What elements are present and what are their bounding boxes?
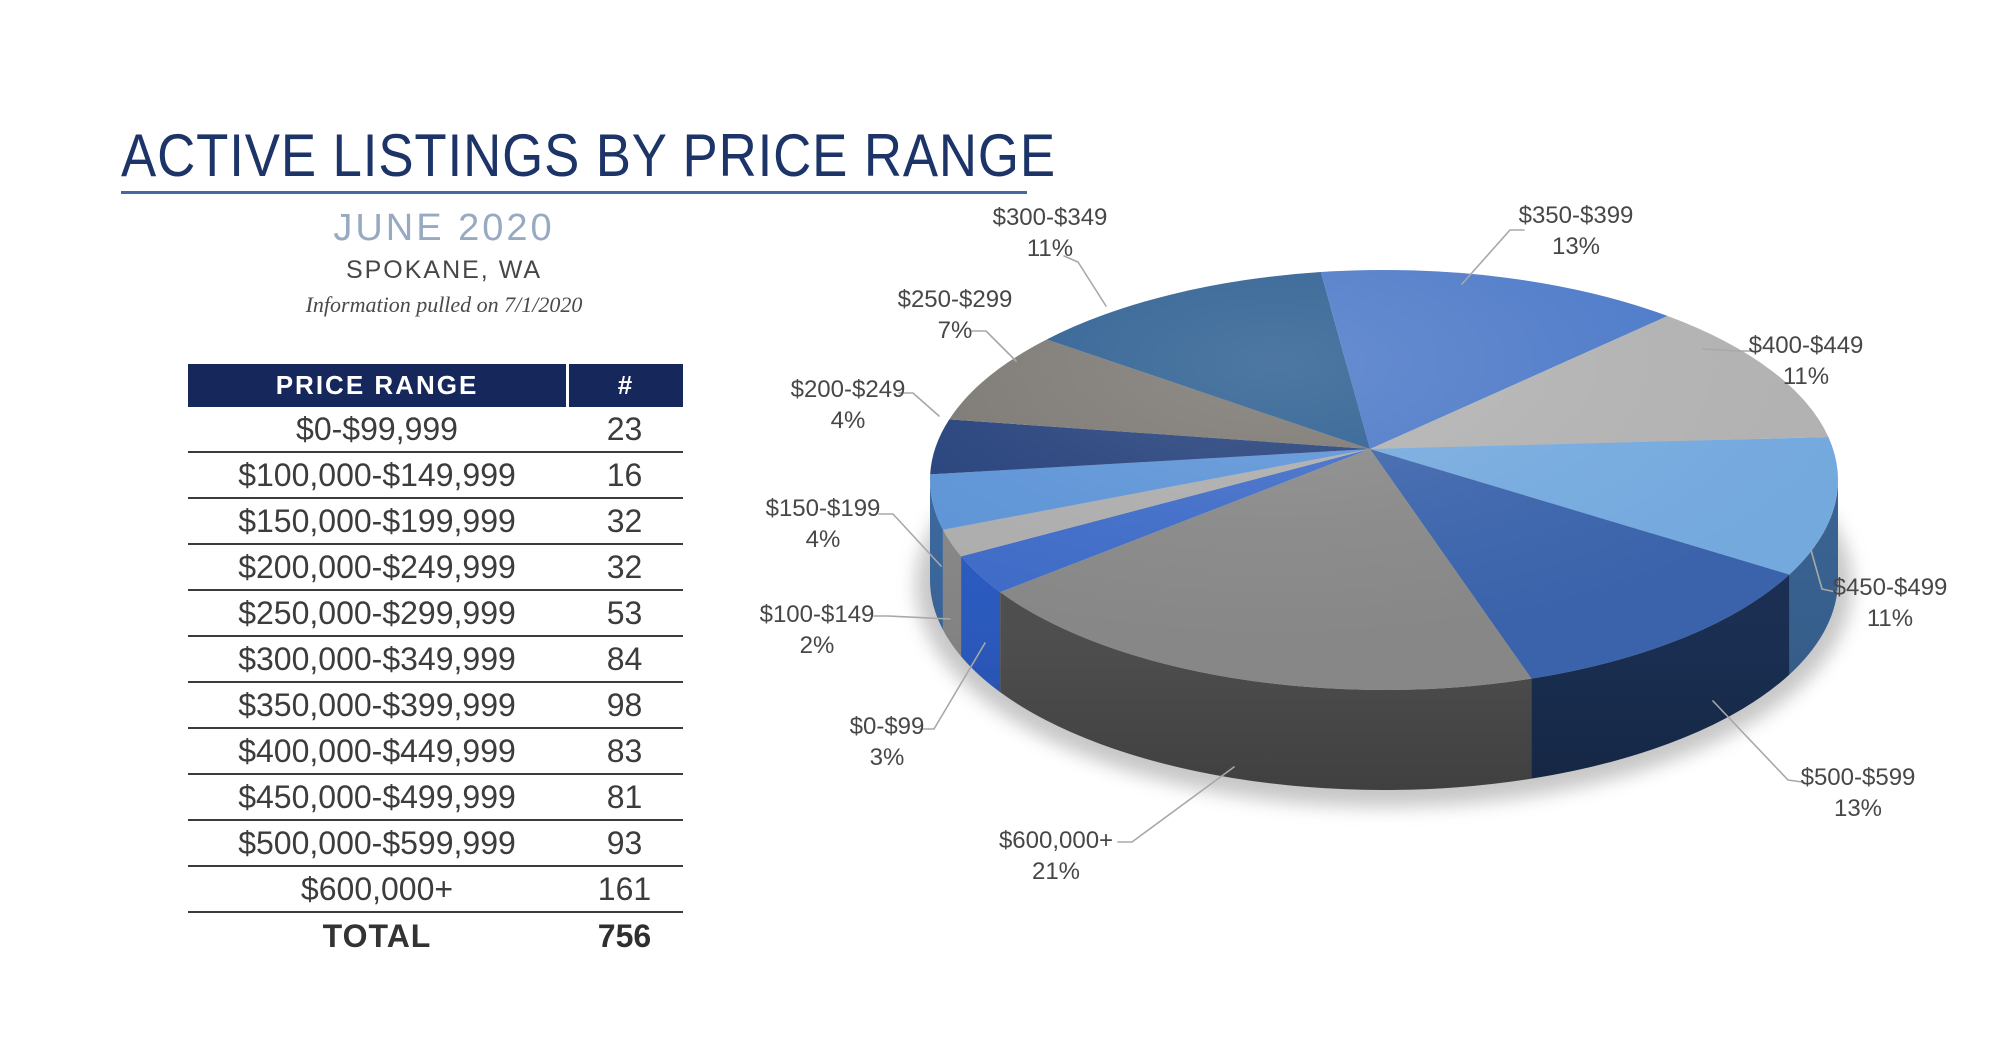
table-row: $100,000-$149,999 16 xyxy=(188,453,683,499)
count-cell: 81 xyxy=(606,778,643,815)
pie-label-range: $150-$199 xyxy=(765,495,881,522)
pie-label-$100-$149: $100-$149 2% xyxy=(760,599,875,661)
pie-label-$0-$99: $0-$99 3% xyxy=(850,711,925,773)
pie-label-range: $600,000+ xyxy=(998,827,1114,854)
count-cell: 16 xyxy=(606,456,643,493)
count-cell: 32 xyxy=(606,548,643,585)
pie-label-range: $250-$299 xyxy=(897,286,1013,313)
count-cell: 83 xyxy=(606,732,643,769)
column-header-count: # xyxy=(617,370,635,400)
pie-label-range: $400-$449 xyxy=(1748,332,1864,359)
data-pull-note: Information pulled on 7/1/2020 xyxy=(305,292,583,317)
table-total-row: TOTAL 756 xyxy=(188,913,683,959)
table-row: $500,000-$599,999 93 xyxy=(188,821,683,867)
count-cell: 32 xyxy=(606,502,643,539)
report-month: JUNE 2020 xyxy=(333,207,555,249)
count-cell: 161 xyxy=(597,870,652,907)
pie-label-$250-$299: $250-$299 7% xyxy=(898,284,1013,346)
table-header-row: PRICE RANGE # xyxy=(188,364,683,407)
price-range-table: PRICE RANGE # $0-$99,999 23 $100,000-$149,… xyxy=(188,364,683,959)
pie-label-range: $450-$499 xyxy=(1832,574,1948,601)
price-range-cell: $300,000-$349,999 xyxy=(238,640,516,677)
column-header-price-range: PRICE RANGE xyxy=(275,370,479,400)
table-body: $0-$99,999 23 $100,000-$149,999 16 $150,000-… xyxy=(188,407,683,959)
pie-label-range: $0-$99 xyxy=(849,713,925,740)
pie-label-range: $300-$349 xyxy=(992,204,1108,231)
title-underline xyxy=(121,191,1027,194)
count-cell: 23 xyxy=(606,410,643,447)
leader-line-$250-$299 xyxy=(971,330,1017,362)
table-row: $0-$99,999 23 xyxy=(188,407,683,453)
pie-label-percent: 4% xyxy=(830,407,866,434)
report-location: SPOKANE, WA xyxy=(345,256,543,284)
count-cell: 93 xyxy=(606,824,643,861)
pie-label-$500-$599: $500-$599 13% xyxy=(1801,762,1916,824)
leader-line-$100-$149 xyxy=(873,615,951,620)
price-range-cell: $500,000-$599,999 xyxy=(238,824,516,861)
pie-label-$150-$199: $150-$199 4% xyxy=(766,493,881,555)
pie-label-percent: 7% xyxy=(937,317,973,344)
count-cell: 53 xyxy=(606,594,643,631)
table-row: $400,000-$449,999 83 xyxy=(188,729,683,775)
leader-line-$0-$99 xyxy=(919,642,986,730)
leader-line-$450-$499 xyxy=(1810,549,1837,593)
pie-label-range: $350-$399 xyxy=(1518,202,1634,229)
table-row: $450,000-$499,999 81 xyxy=(188,775,683,821)
price-range-cell: $0-$99,999 xyxy=(296,410,458,447)
pie-label-percent: 3% xyxy=(869,744,905,771)
pie-label-$300-$349: $300-$349 11% xyxy=(993,202,1108,264)
pie-label-percent: 21% xyxy=(1031,858,1081,885)
table-row: $250,000-$299,999 53 xyxy=(188,591,683,637)
header-column-divider xyxy=(566,364,569,407)
leader-line-$350-$399 xyxy=(1461,229,1525,285)
leader-line-$300-$349 xyxy=(1063,255,1107,307)
pie-label-percent: 11% xyxy=(1866,605,1914,632)
pie-label-$450-$499: $450-$499 11% xyxy=(1833,572,1948,634)
pie-label-percent: 11% xyxy=(1026,235,1074,262)
pie-label-percent: 4% xyxy=(805,526,841,553)
price-range-cell: $600,000+ xyxy=(300,870,454,907)
price-range-cell: $350,000-$399,999 xyxy=(238,686,516,723)
pie-label-$600,000+: $600,000+ 21% xyxy=(999,825,1113,887)
price-range-cell: $100,000-$149,999 xyxy=(238,456,516,493)
page-title: ACTIVE LISTINGS BY PRICE RANGE xyxy=(121,122,1056,189)
pie-label-percent: 2% xyxy=(799,632,835,659)
count-cell: 98 xyxy=(606,686,643,723)
total-label: TOTAL xyxy=(322,917,432,954)
table-row: $200,000-$249,999 32 xyxy=(188,545,683,591)
pie-sheen-highlight xyxy=(930,270,1838,690)
report-subheader: JUNE 2020 SPOKANE, WA Information pulled… xyxy=(188,206,700,317)
pie-label-$350-$399: $350-$399 13% xyxy=(1519,200,1634,262)
pie-label-percent: 13% xyxy=(1551,233,1601,260)
leader-line-$500-$599 xyxy=(1712,700,1803,783)
pie-leader-lines xyxy=(873,229,1837,843)
pie-label-range: $500-$599 xyxy=(1800,764,1916,791)
price-range-cell: $200,000-$249,999 xyxy=(238,548,516,585)
total-value: 756 xyxy=(597,917,652,954)
count-cell: 84 xyxy=(606,640,643,677)
price-range-cell: $400,000-$449,999 xyxy=(238,732,516,769)
price-range-cell: $450,000-$499,999 xyxy=(238,778,516,815)
table-row: $300,000-$349,999 84 xyxy=(188,637,683,683)
pie-label-range: $100-$149 xyxy=(759,601,875,628)
leader-line-$600,000+ xyxy=(1117,766,1235,843)
leader-line-$150-$199 xyxy=(878,513,942,567)
leader-line-$400-$449 xyxy=(1702,348,1753,352)
table-row: $600,000+ 161 xyxy=(188,867,683,913)
pie-label-percent: 13% xyxy=(1833,795,1883,822)
table-row: $350,000-$399,999 98 xyxy=(188,683,683,729)
pie-label-percent: 11% xyxy=(1782,363,1830,390)
price-range-cell: $150,000-$199,999 xyxy=(238,502,516,539)
pie-label-$200-$249: $200-$249 4% xyxy=(791,374,906,436)
pie-wall-shading xyxy=(930,480,1838,790)
pie-label-range: $200-$249 xyxy=(790,376,906,403)
leader-line-$200-$249 xyxy=(898,392,940,417)
table-row: $150,000-$199,999 32 xyxy=(188,499,683,545)
pie-label-$400-$449: $400-$449 11% xyxy=(1749,330,1864,392)
price-range-cell: $250,000-$299,999 xyxy=(238,594,516,631)
